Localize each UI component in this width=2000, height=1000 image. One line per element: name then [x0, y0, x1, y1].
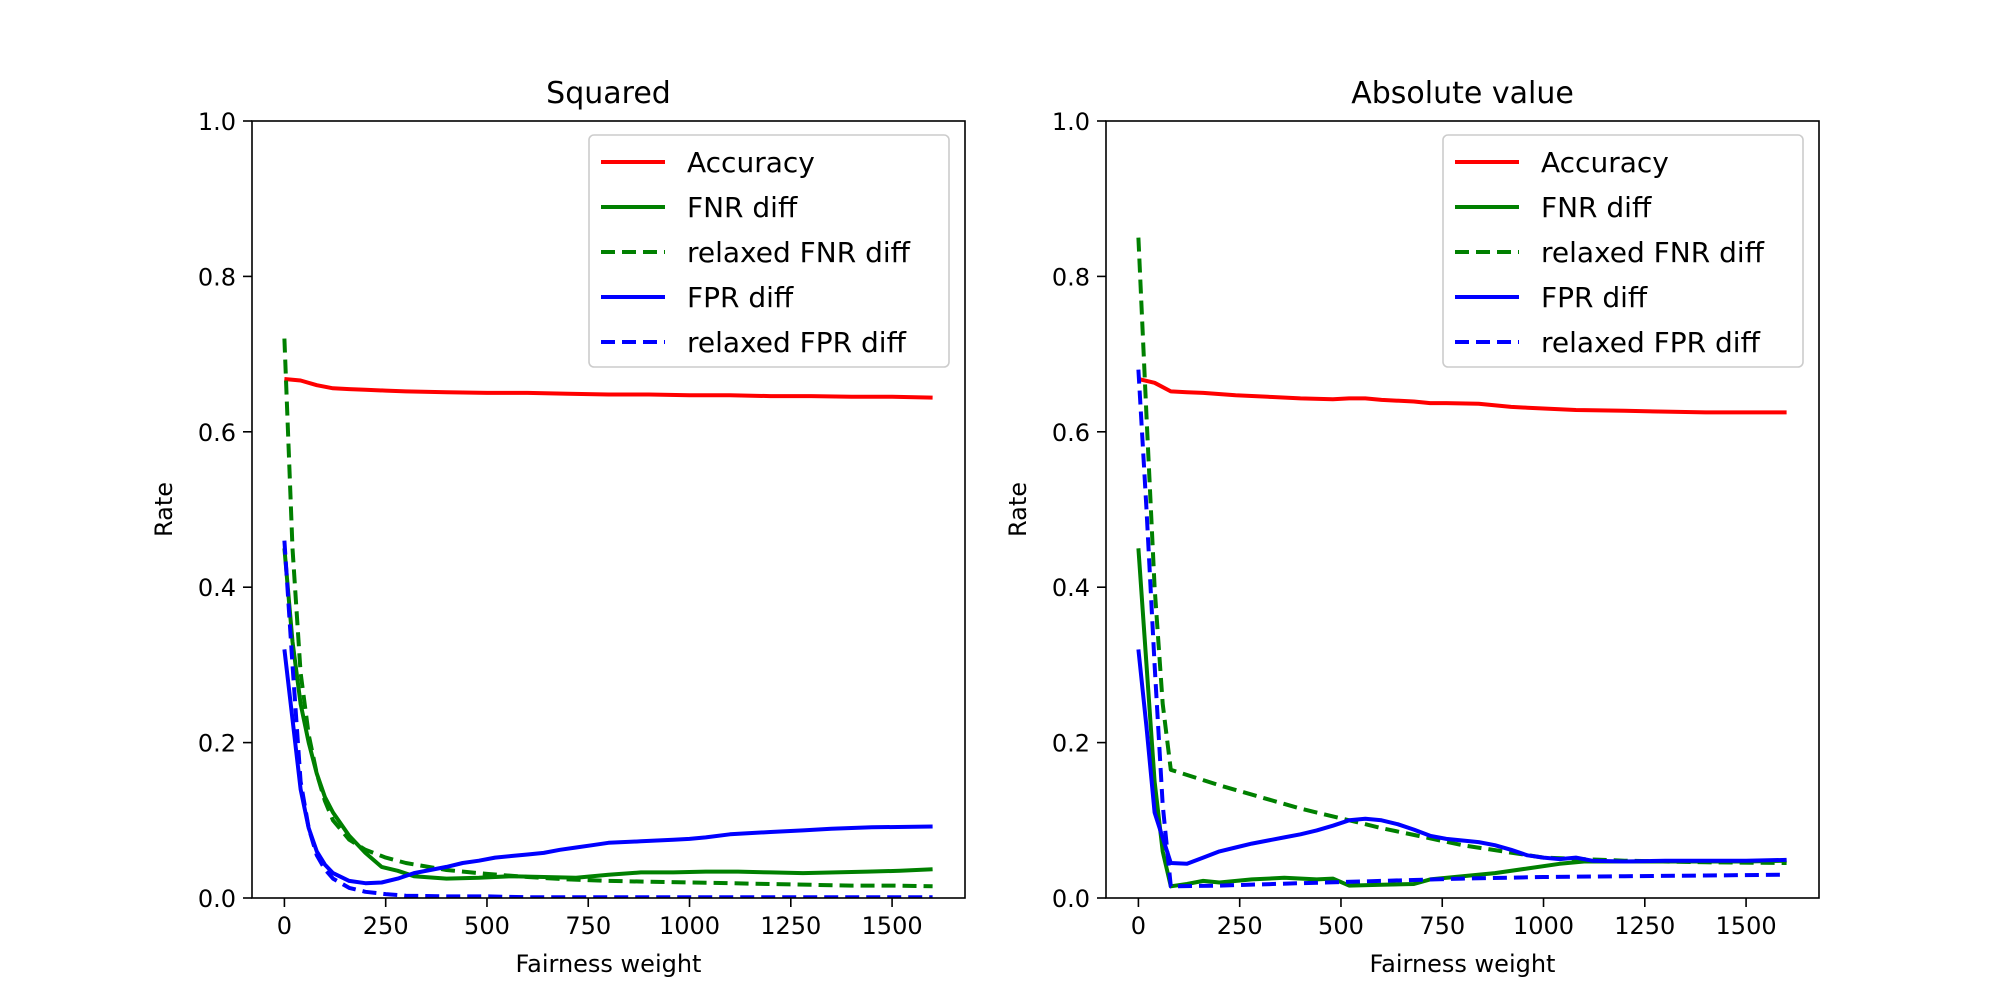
x-axis-label: Fairness weight [516, 950, 702, 978]
legend-box [588, 134, 950, 368]
legend-label: relaxed FNR diff [1541, 236, 1765, 269]
chart-title: Squared [546, 76, 671, 111]
y-tick-label: 1.0 [198, 108, 236, 136]
y-tick-label: 0.4 [198, 574, 236, 602]
y-tick-label: 0.0 [198, 885, 236, 913]
y-tick-label: 0.2 [198, 730, 236, 758]
y-axis-label: Rate [1004, 482, 1032, 537]
legend-label: FNR diff [1541, 191, 1652, 224]
y-axis-label: Rate [150, 482, 178, 537]
y-tick-label: 1.0 [1052, 108, 1090, 136]
x-tick-label: 1250 [760, 912, 821, 940]
legend-label: Accuracy [1541, 146, 1669, 179]
x-tick-label: 750 [1419, 912, 1465, 940]
series-group [1136, 237, 1787, 889]
axes-frame [251, 120, 966, 899]
series-line-accuracy [1137, 377, 1787, 415]
y-tick-label: 0.4 [1052, 574, 1090, 602]
x-tick-label: 0 [1131, 912, 1146, 940]
legend-label: Accuracy [687, 146, 815, 179]
x-axis-label: Fairness weight [1370, 950, 1556, 978]
chart-title: Absolute value [1351, 76, 1574, 111]
x-tick-label: 1000 [1513, 912, 1574, 940]
legend-label: FPR diff [687, 281, 794, 314]
x-tick-label: 250 [363, 912, 409, 940]
series-line-fpr-diff [1136, 649, 1787, 866]
series-line-fnr-diff [1136, 548, 1787, 889]
x-tick-label: 1000 [659, 912, 720, 940]
x-tick-label: 1500 [1716, 912, 1777, 940]
y-tick-label: 0.0 [1052, 885, 1090, 913]
axes-frame [1105, 120, 1820, 899]
series-line-relaxed-fpr-diff [1136, 369, 1787, 889]
series-line-relaxed-fnr-diff [282, 338, 933, 889]
legend-label: FNR diff [687, 191, 798, 224]
y-tick-label: 0.8 [198, 263, 236, 291]
legend-label: FPR diff [1541, 281, 1648, 314]
x-tick-label: 500 [464, 912, 510, 940]
legend: Accuracy FNR diff relaxed FNR diff FPR diff… [588, 134, 950, 368]
series-line-fpr-diff [282, 649, 933, 886]
chart-panel-1: 0 250 500 750 1000 1250 1500 0.0 0.2 0.4 0.6 0.8 1.0… [150, 76, 966, 978]
legend-label: relaxed FPR diff [687, 326, 907, 359]
legend-box [1442, 134, 1804, 368]
x-tick-label: 1250 [1614, 912, 1675, 940]
x-tick-label: 0 [277, 912, 292, 940]
y-tick-label: 0.6 [198, 419, 236, 447]
series-line-accuracy [284, 377, 933, 400]
x-tick-label: 750 [565, 912, 611, 940]
chart-panel-2: 0 250 500 750 1000 1250 1500 0.0 0.2 0.4 0.6 0.8 1.0… [1004, 76, 1820, 978]
x-tick-label: 1500 [862, 912, 923, 940]
x-tick-label: 250 [1217, 912, 1263, 940]
y-tick-label: 0.2 [1052, 730, 1090, 758]
legend-label: relaxed FPR diff [1541, 326, 1761, 359]
x-tick-label: 500 [1318, 912, 1364, 940]
y-tick-label: 0.8 [1052, 263, 1090, 291]
series-group [282, 338, 933, 898]
y-tick-label: 0.6 [1052, 419, 1090, 447]
legend-label: relaxed FNR diff [687, 236, 911, 269]
legend: Accuracy FNR diff relaxed FNR diff FPR diff… [1442, 134, 1804, 368]
